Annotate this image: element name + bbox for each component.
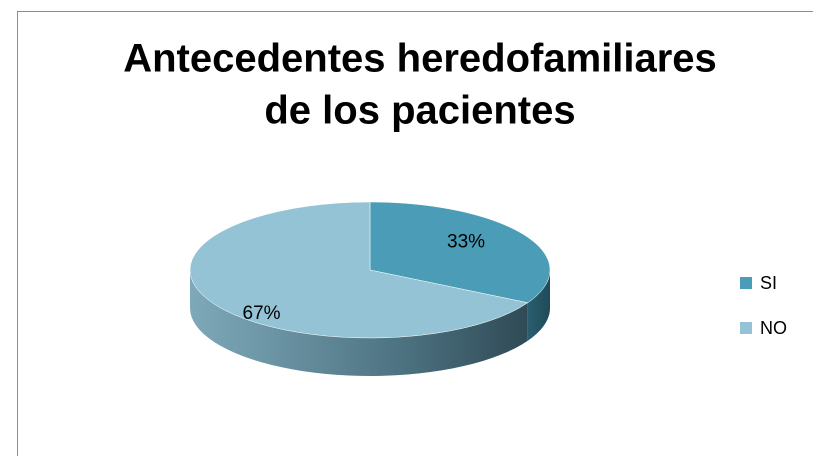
pie-slice	[189, 201, 529, 339]
legend-label: NO	[760, 318, 787, 338]
data-label: 33%	[447, 232, 485, 253]
legend-label: SI	[760, 273, 777, 293]
legend-swatch	[740, 277, 752, 289]
legend-swatch	[740, 322, 752, 334]
data-label: 67%	[243, 303, 281, 324]
slice-side	[190, 270, 528, 376]
chart-title: de los pacientes	[264, 89, 575, 133]
pie-slice	[369, 201, 551, 304]
slice-side	[527, 270, 550, 341]
chart-title: Antecedentes heredofamiliares	[123, 37, 717, 81]
